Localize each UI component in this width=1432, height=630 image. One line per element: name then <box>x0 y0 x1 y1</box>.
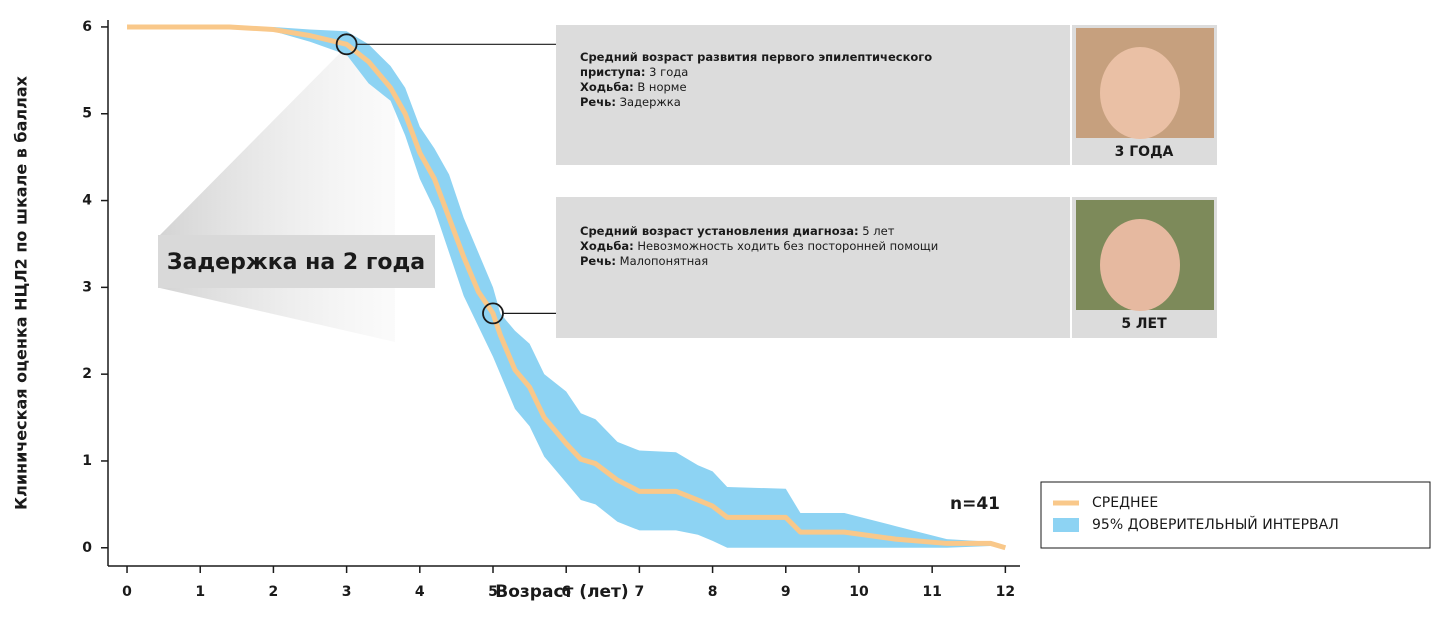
annotation-text: Речь: Малопонятная <box>580 254 708 268</box>
annotation-bold: приступа: <box>580 65 646 79</box>
annotation-text: Ходьба: Невозможность ходить без посторо… <box>580 239 938 253</box>
annotation-bold: Речь: <box>580 95 616 109</box>
y-tick-label: 3 <box>82 279 92 295</box>
legend-swatch <box>1053 518 1079 532</box>
photo-caption: 5 ЛЕТ <box>1121 316 1167 332</box>
annotation-bold: Средний возраст развития первого эпилепт… <box>580 50 932 64</box>
x-tick-label: 8 <box>708 584 718 600</box>
photo-face <box>1100 47 1180 139</box>
x-tick-label: 4 <box>415 584 425 600</box>
y-tick-label: 5 <box>82 106 92 122</box>
annotation-text: Средний возраст установления диагноза: 5… <box>580 224 895 238</box>
annotation-bold: Ходьба: <box>580 80 634 94</box>
legend-box <box>1041 482 1430 548</box>
delay-shade <box>160 48 395 342</box>
annotation-box <box>556 197 1070 338</box>
x-tick-label: 0 <box>122 584 132 600</box>
x-tick-label: 12 <box>996 584 1015 600</box>
x-tick-label: 10 <box>849 584 869 600</box>
annotation-bold: Средний возраст установления диагноза: <box>580 224 859 238</box>
x-tick-label: 2 <box>269 584 279 600</box>
annotation-value: 5 лет <box>859 224 895 238</box>
x-tick-label: 11 <box>922 584 941 600</box>
annotation-bold: Ходьба: <box>580 239 634 253</box>
y-axis-label: Клиническая оценка НЦЛ2 по шкале в балла… <box>12 75 31 510</box>
chart: 01234560123456789101112 Задержка на 2 го… <box>0 0 1432 630</box>
delay-label: Задержка на 2 года <box>167 250 425 275</box>
y-tick-label: 2 <box>82 366 92 382</box>
photo-face <box>1100 219 1180 311</box>
x-tick-label: 3 <box>342 584 352 600</box>
y-tick-label: 1 <box>82 453 92 469</box>
photo-caption: 3 ГОДА <box>1115 144 1174 160</box>
x-tick-label: 1 <box>195 584 205 600</box>
y-tick-label: 4 <box>82 193 92 209</box>
annotation-text: Средний возраст развития первого эпилепт… <box>580 50 932 64</box>
annotation-value: Невозможность ходить без посторонней пом… <box>634 239 939 253</box>
annotation-text: Речь: Задержка <box>580 95 681 109</box>
x-axis-label: Возраст (лет) <box>495 582 628 602</box>
annotation-value: Задержка <box>616 95 681 109</box>
legend-label: СРЕДНЕЕ <box>1092 495 1158 511</box>
annotation-bold: Речь: <box>580 254 616 268</box>
annotation-value: В норме <box>634 80 687 94</box>
annotation-value: 3 года <box>646 65 689 79</box>
page: {"chart_data": { "type": "line", "xlabel… <box>0 0 1432 630</box>
n-label: n=41 <box>950 494 1000 514</box>
x-tick-label: 7 <box>635 584 645 600</box>
y-tick-label: 0 <box>82 540 92 556</box>
annotation-value: Малопонятная <box>616 254 708 268</box>
legend-label: 95% ДОВЕРИТЕЛЬНЫЙ ИНТЕРВАЛ <box>1092 515 1339 533</box>
annotation-text: Ходьба: В норме <box>580 80 687 94</box>
y-tick-label: 6 <box>82 19 92 35</box>
x-tick-label: 9 <box>781 584 791 600</box>
annotation-text: приступа: 3 года <box>580 65 688 79</box>
